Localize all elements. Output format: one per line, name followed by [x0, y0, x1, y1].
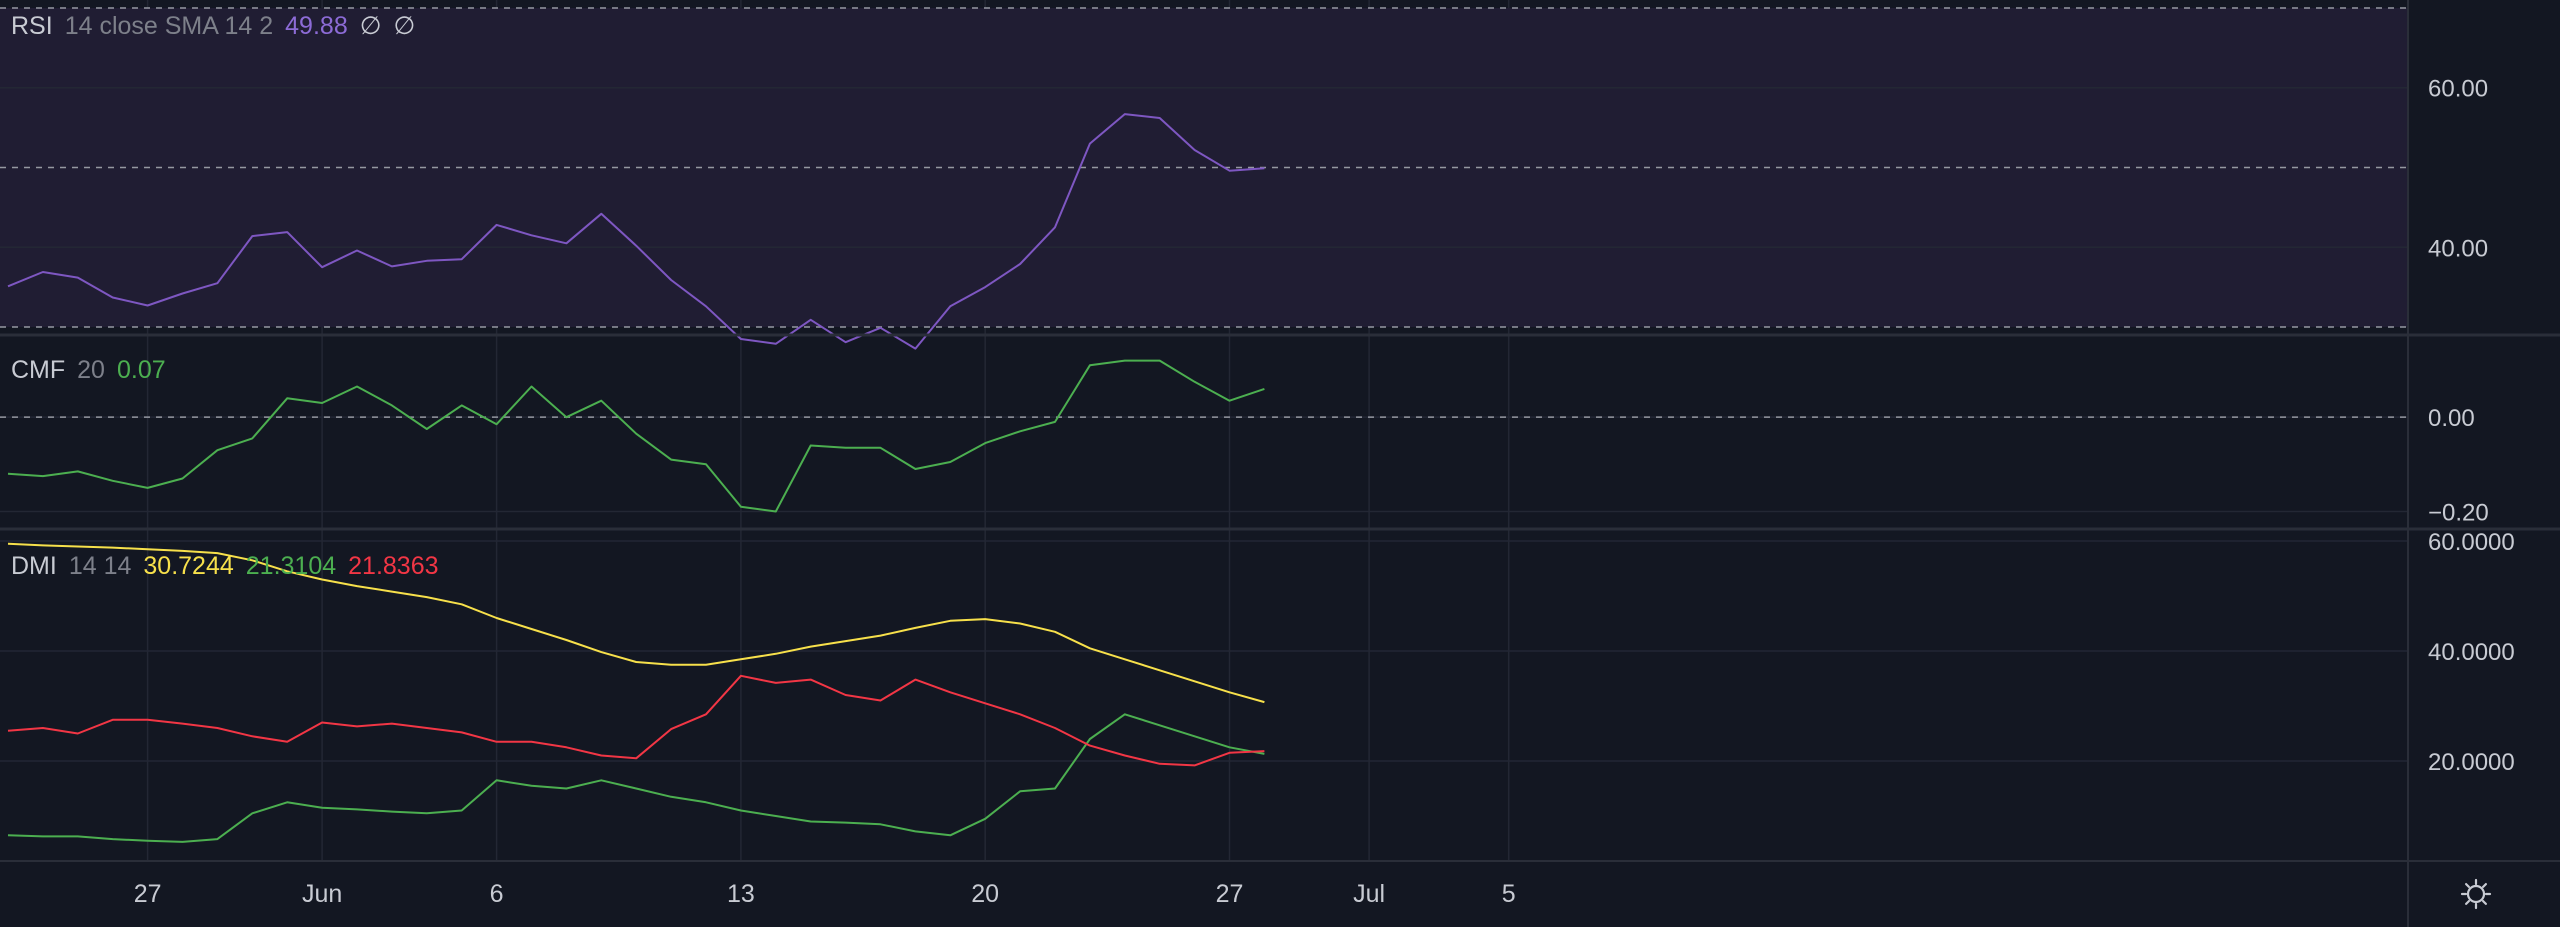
y-tick-label: 40.0000: [2428, 639, 2515, 666]
rsi-legend-extra-2: ∅: [393, 12, 416, 40]
series-line-minus-di: [7, 674, 1265, 767]
dmi-legend-params: 14 14: [68, 552, 132, 580]
dmi-legend-name: DMI: [11, 552, 57, 580]
cmf-legend-params: 20: [77, 356, 105, 384]
x-tick-label: 20: [971, 880, 999, 908]
cmf-legend-name: CMF: [11, 356, 66, 384]
y-tick-label: 60.0000: [2428, 529, 2515, 556]
cmf-legend[interactable]: CMF 20 0.07: [11, 356, 166, 385]
series-line-adx: [7, 542, 1265, 704]
x-tick-label: 27: [134, 880, 162, 908]
dmi-legend[interactable]: DMI 14 14 30.7244 21.3104 21.8363: [11, 552, 439, 581]
dmi-legend-minus-di: 21.8363: [348, 552, 439, 580]
x-tick-label: 27: [1216, 880, 1244, 908]
cmf-legend-value: 0.07: [116, 356, 166, 384]
rsi-legend-value: 49.88: [285, 11, 348, 40]
y-tick-label: −0.20: [2428, 499, 2489, 526]
y-tick-label: 40.00: [2428, 235, 2488, 262]
dmi-legend-plus-di: 21.3104: [245, 552, 337, 580]
y-tick-label: 20.0000: [2428, 749, 2515, 776]
x-tick-label: 13: [727, 880, 755, 908]
rsi-legend[interactable]: RSI 14 close SMA 14 2 49.88 ∅ ∅: [11, 11, 415, 41]
x-tick-label: 5: [1502, 880, 1516, 908]
rsi-legend-extra-1: ∅: [359, 12, 382, 40]
series-line-rsi: [7, 113, 1265, 350]
series-line-plus-di: [7, 713, 1265, 843]
x-tick-label: Jun: [302, 880, 342, 908]
y-tick-label: 60.00: [2428, 76, 2488, 103]
rsi-legend-name: RSI: [11, 11, 53, 40]
y-tick-label: 0.00: [2428, 405, 2475, 432]
x-tick-label: Jul: [1353, 880, 1385, 908]
x-tick-label: 6: [490, 880, 504, 908]
series-line-cmf: [7, 359, 1265, 513]
dmi-legend-adx: 30.7244: [143, 552, 234, 580]
gear-icon[interactable]: [2460, 878, 2492, 915]
rsi-legend-params: 14 close SMA 14 2: [64, 11, 274, 40]
